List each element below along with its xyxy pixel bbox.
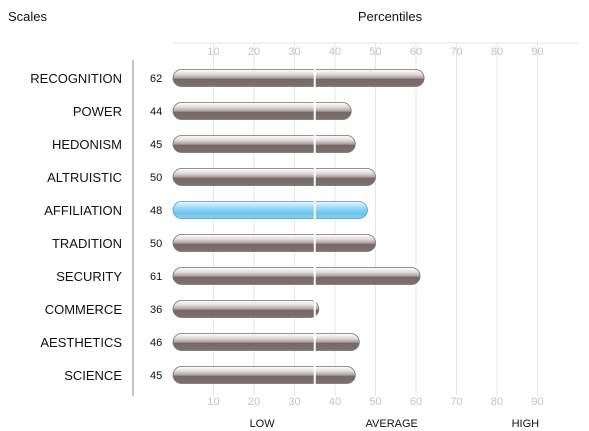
value-label-tradition: 50 xyxy=(150,238,162,250)
zone-low: LOW xyxy=(250,418,276,430)
tick-top-90: 90 xyxy=(531,46,543,58)
value-label-affiliation: 48 xyxy=(150,205,162,217)
zone-average: AVERAGE xyxy=(366,418,418,430)
tick-bottom-90: 90 xyxy=(531,396,543,408)
scale-label-commerce: COMMERCE xyxy=(45,302,123,317)
scale-label-power: POWER xyxy=(73,104,122,119)
tick-top-80: 80 xyxy=(491,46,503,58)
value-label-hedonism: 45 xyxy=(150,139,162,151)
value-labels: 62 44 45 50 48 50 61 36 46 45 xyxy=(150,73,162,382)
scales-title: Scales xyxy=(8,9,48,24)
tick-top-50: 50 xyxy=(369,46,381,58)
bar-power xyxy=(172,102,352,120)
value-label-recognition: 62 xyxy=(150,73,162,85)
scale-label-security: SECURITY xyxy=(56,269,122,284)
bar-science xyxy=(172,366,356,384)
grid xyxy=(173,42,578,396)
scale-labels: RECOGNITION POWER HEDONISM ALTRUISTIC AFFILI… xyxy=(30,71,122,383)
scale-label-recognition: RECOGNITION xyxy=(30,71,122,86)
zone-high: HIGH xyxy=(512,418,540,430)
value-label-altruistic: 50 xyxy=(150,172,162,184)
value-label-science: 45 xyxy=(150,370,162,382)
bottom-tick-labels: 10 20 30 40 50 60 70 80 90 xyxy=(207,396,543,408)
bar-commerce xyxy=(172,300,320,318)
tick-bottom-80: 80 xyxy=(491,396,503,408)
zone-labels: LOW AVERAGE HIGH xyxy=(250,418,540,430)
bar-altruistic xyxy=(172,168,376,186)
bar-affiliation xyxy=(172,201,368,219)
tick-top-60: 60 xyxy=(410,46,422,58)
scale-label-affiliation: AFFILIATION xyxy=(44,203,122,218)
tick-bottom-20: 20 xyxy=(248,396,260,408)
tick-top-70: 70 xyxy=(450,46,462,58)
scale-label-tradition: TRADITION xyxy=(52,236,122,251)
scale-label-altruistic: ALTRUISTIC xyxy=(47,170,122,185)
bar-security xyxy=(172,267,421,285)
tick-bottom-10: 10 xyxy=(207,396,219,408)
bar-recognition xyxy=(172,69,425,87)
bar-tradition xyxy=(172,234,376,252)
tick-top-40: 40 xyxy=(329,46,341,58)
top-tick-labels: 10 20 30 40 50 60 70 80 90 xyxy=(207,46,543,58)
tick-top-30: 30 xyxy=(288,46,300,58)
tick-bottom-70: 70 xyxy=(450,396,462,408)
percentiles-title: Percentiles xyxy=(358,9,423,24)
bars xyxy=(172,69,425,384)
value-label-commerce: 36 xyxy=(150,304,162,316)
bar-hedonism xyxy=(172,135,356,153)
value-label-security: 61 xyxy=(150,271,162,283)
scale-label-hedonism: HEDONISM xyxy=(52,137,122,152)
tick-bottom-40: 40 xyxy=(329,396,341,408)
tick-bottom-50: 50 xyxy=(369,396,381,408)
scale-label-aesthetics: AESTHETICS xyxy=(40,335,122,350)
value-label-aesthetics: 46 xyxy=(150,337,162,349)
tick-top-10: 10 xyxy=(207,46,219,58)
tick-bottom-60: 60 xyxy=(410,396,422,408)
value-label-power: 44 xyxy=(150,106,162,118)
tick-bottom-30: 30 xyxy=(288,396,300,408)
tick-top-20: 20 xyxy=(248,46,260,58)
bar-aesthetics xyxy=(172,333,360,351)
scale-label-science: SCIENCE xyxy=(64,368,122,383)
